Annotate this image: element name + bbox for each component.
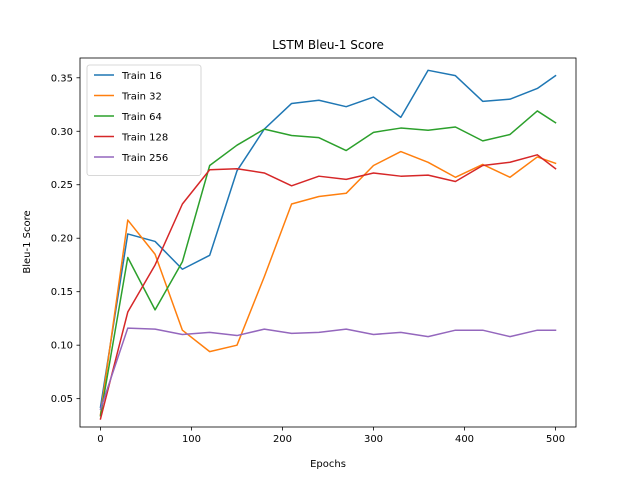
x-axis-label: Epochs	[310, 459, 346, 470]
x-tick-label: 0	[97, 434, 103, 445]
series-line-train-32	[99, 150, 557, 416]
y-axis: 0.05 0.10 0.15 0.20 0.25 0.30 0.35	[51, 73, 80, 405]
x-axis: 0 100 200 300 400 500	[97, 427, 565, 445]
y-tick-label: 0.25	[51, 180, 73, 191]
series-line-train-128	[99, 154, 557, 420]
legend: Train 16 Train 32 Train 64 Train 128 Train 2…	[86, 64, 202, 176]
y-tick-label: 0.20	[51, 234, 73, 245]
chart-title: LSTM Bleu-1 Score	[272, 38, 384, 52]
y-tick-label: 0.10	[51, 341, 73, 352]
series-line-train-64	[99, 110, 557, 417]
series-line-train-256	[99, 327, 557, 411]
y-tick-label: 0.35	[51, 73, 73, 84]
legend-box	[86, 64, 202, 176]
y-tick-label: 0.15	[51, 287, 73, 298]
legend-label-train-256: Train 256	[121, 153, 168, 164]
y-axis-label: Bleu-1 Score	[22, 210, 33, 273]
x-tick-label: 100	[182, 434, 201, 445]
series-lines	[99, 69, 557, 420]
x-tick-label: 200	[273, 434, 292, 445]
legend-label-train-16: Train 16	[121, 71, 162, 82]
plot-frame	[79, 57, 577, 428]
legend-label-train-64: Train 64	[121, 112, 162, 123]
x-tick-label: 400	[455, 434, 474, 445]
y-tick-label: 0.30	[51, 127, 73, 138]
x-tick-label: 500	[546, 434, 565, 445]
legend-label-train-128: Train 128	[121, 133, 168, 144]
series-line-train-16	[99, 69, 557, 409]
x-tick-label: 300	[364, 434, 383, 445]
legend-label-train-32: Train 32	[121, 92, 162, 103]
y-tick-label: 0.05	[51, 394, 73, 405]
